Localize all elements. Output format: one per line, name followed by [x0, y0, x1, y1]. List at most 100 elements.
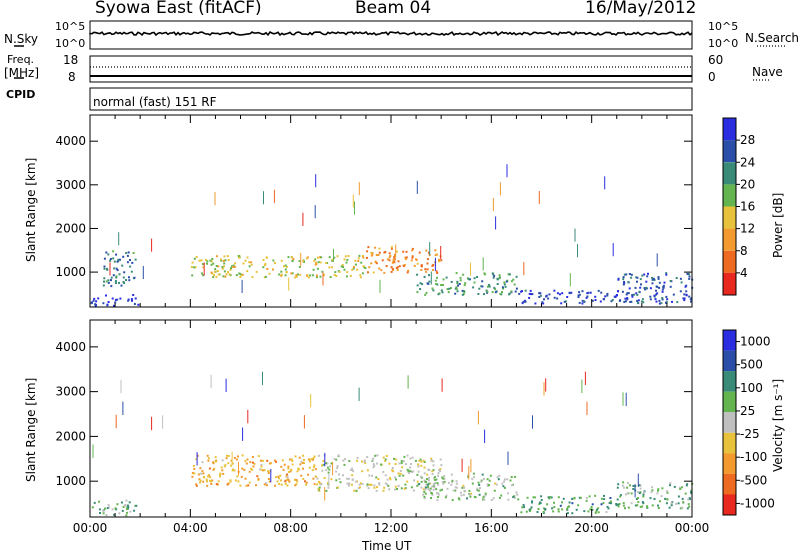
velocity-data-cell [532, 496, 535, 499]
power-data-cell [617, 278, 620, 281]
power-data-cell [210, 271, 213, 274]
velocity-data-cell [677, 502, 680, 505]
power-data-cell [498, 277, 501, 280]
power-data-cell [675, 277, 678, 279]
velocity-data-cell [651, 489, 654, 492]
velocity-data-cell [333, 458, 336, 460]
power-data-cell [427, 251, 430, 254]
velocity-ytick-label: 4000 [55, 340, 86, 354]
power-data-cell [371, 252, 374, 254]
velocity-data-cell [673, 485, 676, 488]
velocity-data-cell [343, 463, 346, 466]
velocity-data-cell [630, 502, 633, 505]
velocity-data-cell [468, 490, 471, 492]
power-data-cell [322, 273, 325, 276]
velocity-data-cell [315, 475, 318, 478]
power-data-cell [578, 301, 581, 304]
power-data-cell [131, 261, 134, 264]
power-data-cell [655, 285, 658, 288]
velocity-streak [247, 409, 249, 424]
power-data-cell [486, 285, 489, 288]
velocity-data-cell [385, 454, 388, 457]
power-data-cell [676, 301, 679, 304]
velocity-data-cell [361, 483, 364, 486]
velocity-data-cell [585, 499, 588, 502]
power-data-cell [622, 276, 625, 279]
velocity-data-cell [99, 512, 101, 514]
power-data-cell [319, 261, 322, 264]
power-streak [273, 189, 275, 203]
power-data-cell [248, 261, 251, 264]
power-streak [574, 228, 576, 242]
power-data-cell [346, 271, 349, 274]
velocity-data-cell [346, 482, 349, 485]
velocity-data-cell [523, 506, 525, 509]
power-data-cell [230, 267, 232, 270]
power-data-cell [679, 277, 682, 280]
power-data-cell [455, 288, 458, 291]
power-data-cell [515, 275, 518, 278]
power-data-cell [462, 273, 465, 276]
velocity-data-cell [402, 474, 405, 477]
power-data-cell [246, 270, 249, 273]
power-data-cell [515, 287, 518, 290]
power-data-cell [209, 259, 212, 262]
velocity-data-cell [263, 469, 266, 472]
power-data-cell [328, 266, 331, 269]
power-data-cell [200, 259, 203, 262]
power-data-cell [210, 263, 213, 266]
velocity-data-cell [258, 468, 261, 471]
velocity-data-cell [413, 479, 416, 482]
power-data-cell [238, 256, 241, 259]
power-data-cell [594, 299, 597, 301]
velocity-data-cell [287, 465, 290, 468]
velocity-data-cell [427, 485, 430, 488]
velocity-colorbar-tick-label: -25 [740, 427, 760, 441]
velocity-data-cell [481, 473, 484, 476]
power-streak [288, 277, 290, 291]
velocity-data-cell [436, 482, 439, 485]
power-data-cell [672, 293, 675, 296]
velocity-data-cell [363, 460, 366, 463]
power-data-cell [472, 286, 475, 289]
velocity-data-cell [371, 474, 373, 477]
power-data-cell [319, 275, 322, 278]
power-data-cell [688, 275, 691, 278]
x-tick-label: 04:00 [173, 521, 208, 535]
velocity-data-cell [403, 487, 406, 490]
velocity-data-cell [345, 477, 348, 480]
power-data-cell [220, 259, 223, 262]
velocity-data-cell [473, 476, 476, 479]
power-data-cell [116, 269, 119, 272]
velocity-data-cell [469, 495, 472, 498]
velocity-data-cell [206, 484, 209, 487]
power-streak [118, 232, 120, 246]
power-data-cell [556, 297, 559, 300]
velocity-data-cell [437, 496, 440, 498]
velocity-data-cell [389, 476, 391, 479]
velocity-data-cell [111, 508, 114, 511]
power-data-cell [566, 296, 569, 298]
power-colorbar-segment [723, 118, 736, 141]
velocity-data-cell [437, 472, 440, 475]
power-data-cell [225, 273, 228, 276]
x-axis-label: Time UT [362, 539, 412, 553]
power-data-cell [643, 287, 646, 290]
power-data-cell [214, 268, 217, 271]
velocity-data-cell [436, 492, 438, 495]
x-tick-label: 08:00 [273, 521, 308, 535]
velocity-data-cell [422, 459, 425, 462]
power-data-cell [448, 287, 451, 290]
power-streak [203, 262, 205, 276]
power-streak [315, 174, 317, 188]
velocity-data-cell [280, 483, 283, 486]
power-data-cell [357, 260, 360, 262]
power-data-cell [112, 250, 115, 253]
velocity-data-cell [575, 508, 578, 511]
velocity-colorbar-tick-label: 1000 [740, 335, 771, 349]
power-data-cell [416, 262, 419, 265]
power-data-cell [214, 270, 216, 273]
power-data-cell [134, 297, 137, 300]
velocity-data-cell [274, 459, 276, 462]
velocity-data-cell [511, 484, 513, 487]
